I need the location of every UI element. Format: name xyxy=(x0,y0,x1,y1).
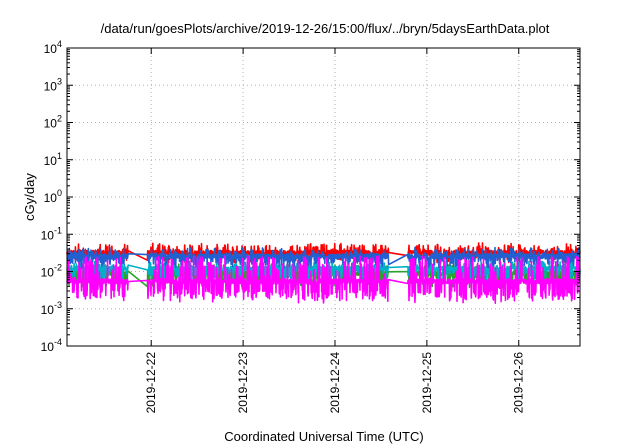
x-tick-label: 2019-12-25 xyxy=(420,352,434,414)
y-tick-label: 10-1 xyxy=(41,225,62,242)
x-axis: 2019-12-22 2019-12-23 2019-12-24 2019-12-25… xyxy=(144,48,526,413)
y-tick-label: 10-3 xyxy=(41,300,62,317)
series-layer xyxy=(66,242,581,305)
x-tick-label: 2019-12-24 xyxy=(328,352,342,414)
chart-title: /data/run/goesPlots/archive/2019-12-26/1… xyxy=(101,21,550,36)
y-tick-label: 102 xyxy=(44,114,62,131)
y-axis: 10-4 10-3 10-2 10-1 100 101 102 103 104 xyxy=(41,39,580,354)
series-line xyxy=(66,255,581,305)
x-axis-label: Coordinated Universal Time (UTC) xyxy=(224,429,423,444)
y-tick-label: 103 xyxy=(44,76,62,93)
series-line xyxy=(66,246,581,269)
x-tick-label: 2019-12-23 xyxy=(236,352,250,414)
y-axis-label: cGy/day xyxy=(22,173,37,221)
x-tick-label: 2019-12-22 xyxy=(144,352,158,414)
x-tick-label: 2019-12-26 xyxy=(512,352,526,414)
y-tick-label: 104 xyxy=(44,39,62,56)
y-tick-label: 10-2 xyxy=(41,263,62,280)
y-tick-label: 101 xyxy=(44,151,62,168)
y-tick-label: 10-4 xyxy=(41,337,62,354)
y-tick-label: 100 xyxy=(44,188,62,205)
